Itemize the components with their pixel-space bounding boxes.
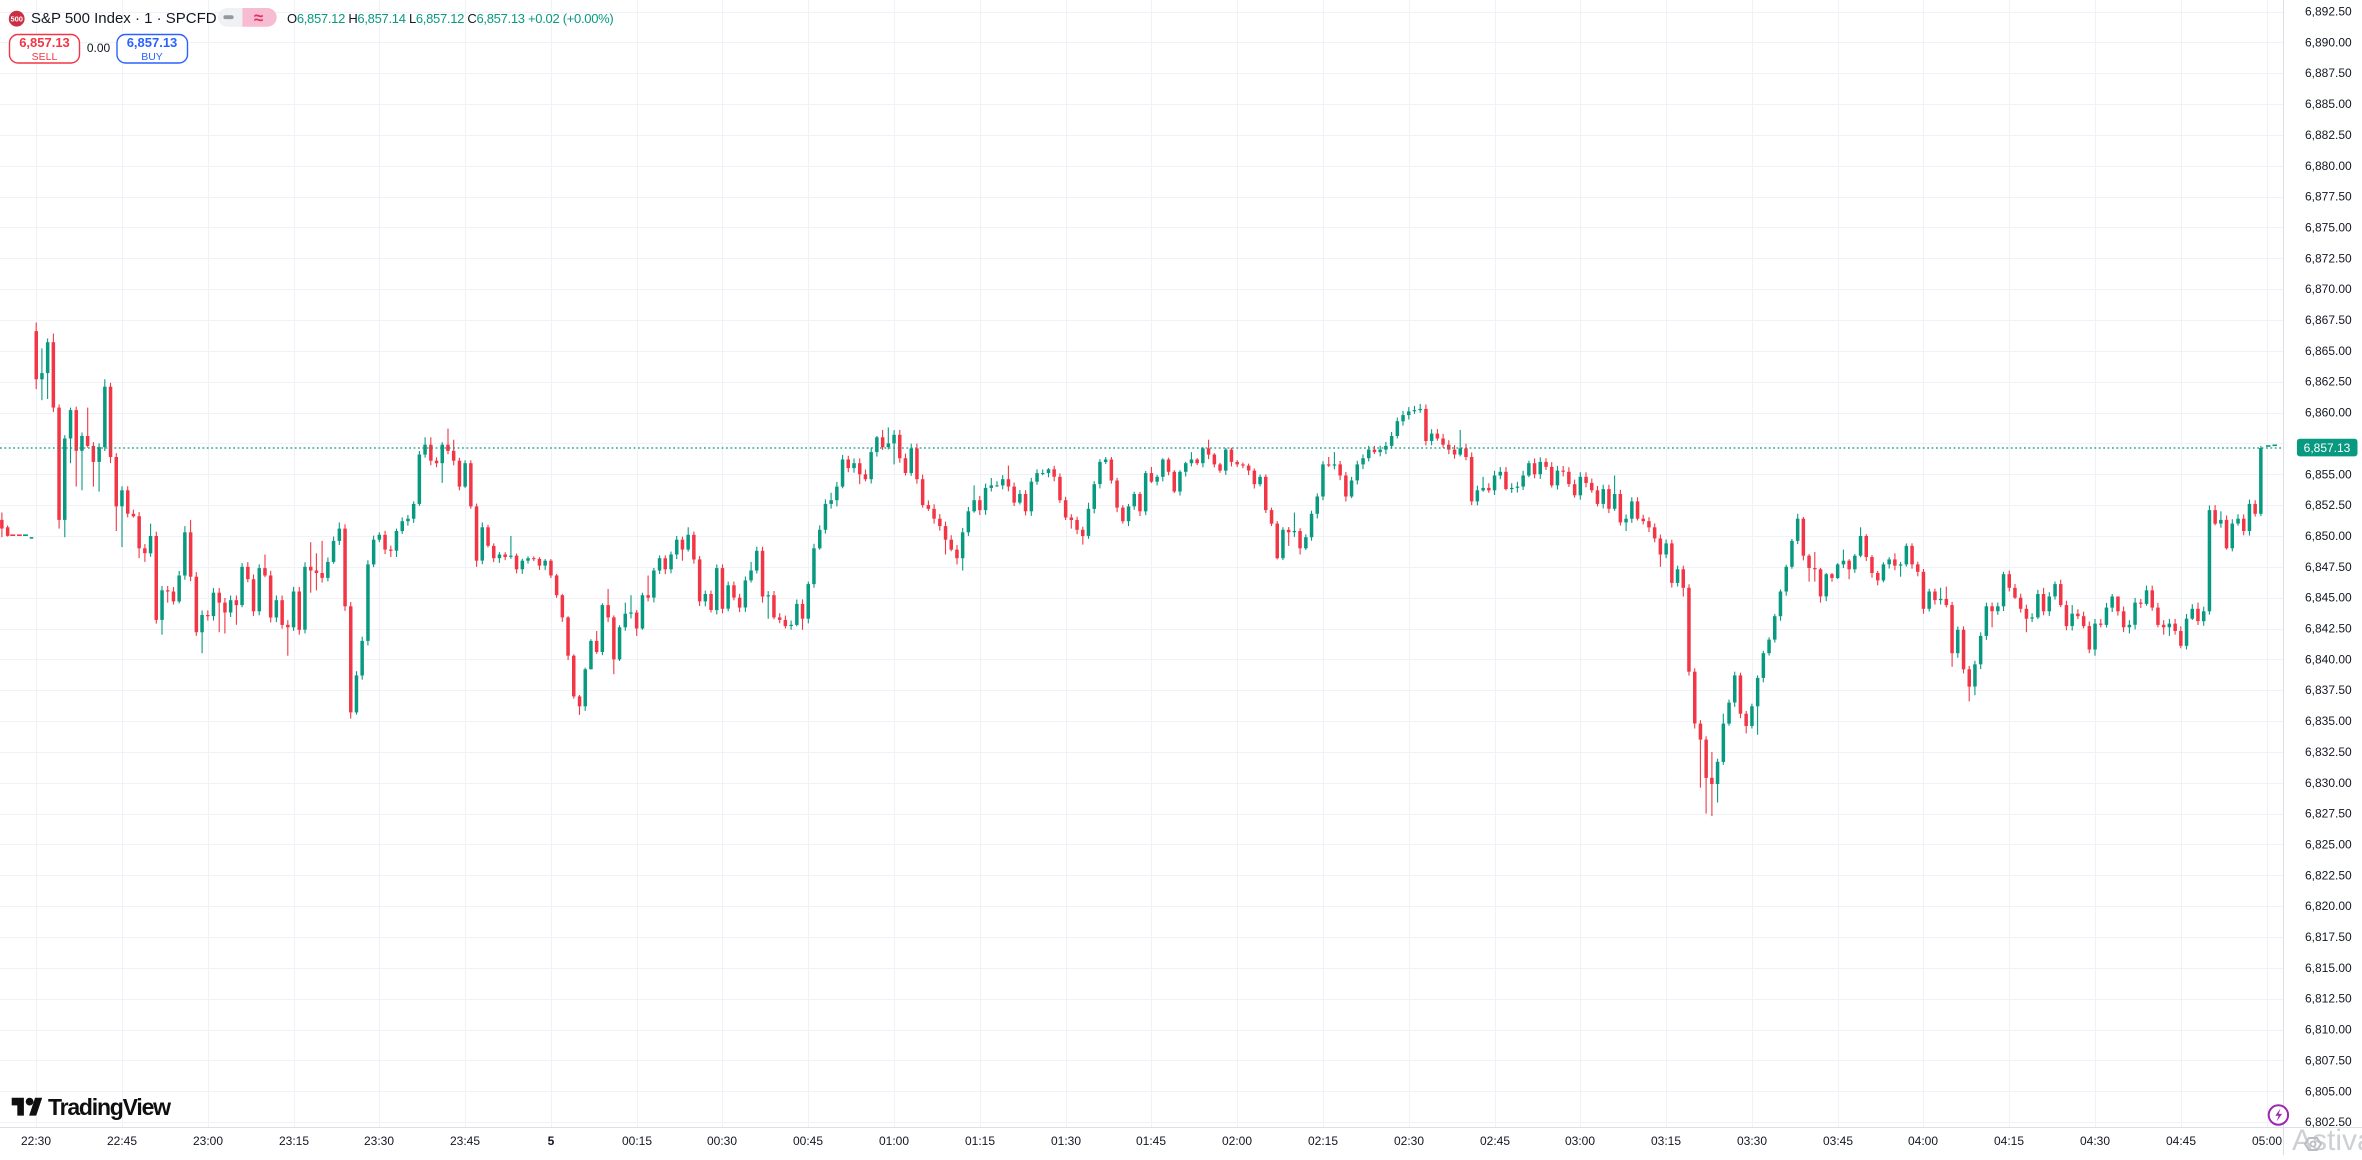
svg-text:6,805.00: 6,805.00 [2305, 1084, 2352, 1098]
svg-text:23:15: 23:15 [279, 1134, 309, 1148]
svg-text:6,837.50: 6,837.50 [2305, 683, 2352, 697]
svg-text:6,857.13: 6,857.13 [127, 35, 178, 50]
svg-text:23:45: 23:45 [450, 1134, 480, 1148]
svg-text:23:00: 23:00 [193, 1134, 223, 1148]
svg-text:22:30: 22:30 [21, 1134, 51, 1148]
svg-text:6,815.00: 6,815.00 [2305, 961, 2352, 975]
svg-text:500: 500 [10, 14, 23, 23]
svg-text:6,887.50: 6,887.50 [2305, 66, 2352, 80]
svg-text:6,835.00: 6,835.00 [2305, 714, 2352, 728]
svg-text:00:15: 00:15 [622, 1134, 652, 1148]
svg-text:6,842.50: 6,842.50 [2305, 622, 2352, 636]
svg-text:6,810.00: 6,810.00 [2305, 1023, 2352, 1037]
svg-text:6,870.00: 6,870.00 [2305, 282, 2352, 296]
svg-text:O6,857.12 H6,857.14 L6,857.12: O6,857.12 H6,857.14 L6,857.12 C6,857.13 … [287, 11, 613, 26]
svg-text:6,857.13: 6,857.13 [19, 35, 70, 50]
svg-text:01:00: 01:00 [879, 1134, 909, 1148]
svg-text:04:45: 04:45 [2166, 1134, 2196, 1148]
svg-text:03:30: 03:30 [1737, 1134, 1767, 1148]
svg-text:6,865.00: 6,865.00 [2305, 344, 2352, 358]
svg-text:6,867.50: 6,867.50 [2305, 313, 2352, 327]
svg-text:BUY: BUY [141, 51, 163, 63]
svg-text:Astiva: Astiva [2292, 1124, 2362, 1155]
svg-text:03:15: 03:15 [1651, 1134, 1681, 1148]
svg-text:01:45: 01:45 [1136, 1134, 1166, 1148]
svg-text:00:30: 00:30 [707, 1134, 737, 1148]
svg-text:22:45: 22:45 [107, 1134, 137, 1148]
svg-text:6,840.00: 6,840.00 [2305, 652, 2352, 666]
svg-text:6,892.50: 6,892.50 [2305, 5, 2352, 19]
svg-text:≈: ≈ [254, 9, 263, 28]
svg-text:01:15: 01:15 [965, 1134, 995, 1148]
svg-text:6,832.50: 6,832.50 [2305, 745, 2352, 759]
svg-text:6,882.50: 6,882.50 [2305, 128, 2352, 142]
svg-text:6,875.00: 6,875.00 [2305, 221, 2352, 235]
svg-text:03:45: 03:45 [1823, 1134, 1853, 1148]
svg-text:02:30: 02:30 [1394, 1134, 1424, 1148]
svg-text:6,850.00: 6,850.00 [2305, 529, 2352, 543]
svg-text:6,802.50: 6,802.50 [2305, 1115, 2352, 1129]
svg-text:6,857.13: 6,857.13 [2304, 441, 2351, 455]
svg-text:23:30: 23:30 [364, 1134, 394, 1148]
svg-text:6,847.50: 6,847.50 [2305, 560, 2352, 574]
svg-text:04:00: 04:00 [1908, 1134, 1938, 1148]
svg-text:TradingView: TradingView [48, 1094, 171, 1120]
svg-text:05:00: 05:00 [2252, 1134, 2282, 1148]
svg-text:6,860.00: 6,860.00 [2305, 406, 2352, 420]
svg-text:6,812.50: 6,812.50 [2305, 992, 2352, 1006]
svg-text:6,807.50: 6,807.50 [2305, 1053, 2352, 1067]
svg-text:6,830.00: 6,830.00 [2305, 776, 2352, 790]
svg-text:6,852.50: 6,852.50 [2305, 498, 2352, 512]
svg-text:02:00: 02:00 [1222, 1134, 1252, 1148]
svg-text:6,820.00: 6,820.00 [2305, 899, 2352, 913]
svg-text:6,890.00: 6,890.00 [2305, 35, 2352, 49]
svg-text:6,880.00: 6,880.00 [2305, 159, 2352, 173]
svg-text:04:30: 04:30 [2080, 1134, 2110, 1148]
svg-text:6,825.00: 6,825.00 [2305, 838, 2352, 852]
svg-text:6,862.50: 6,862.50 [2305, 375, 2352, 389]
svg-text:5: 5 [548, 1134, 555, 1148]
svg-text:6,855.00: 6,855.00 [2305, 467, 2352, 481]
svg-text:S&P 500 Index · 1 · SPCFD: S&P 500 Index · 1 · SPCFD [31, 10, 217, 27]
svg-text:6,817.50: 6,817.50 [2305, 930, 2352, 944]
svg-text:6,827.50: 6,827.50 [2305, 807, 2352, 821]
svg-text:00:45: 00:45 [793, 1134, 823, 1148]
svg-text:02:45: 02:45 [1480, 1134, 1510, 1148]
svg-text:02:15: 02:15 [1308, 1134, 1338, 1148]
svg-text:6,872.50: 6,872.50 [2305, 251, 2352, 265]
svg-text:6,845.00: 6,845.00 [2305, 591, 2352, 605]
svg-text:03:00: 03:00 [1565, 1134, 1595, 1148]
svg-text:04:15: 04:15 [1994, 1134, 2024, 1148]
svg-text:0.00: 0.00 [87, 41, 111, 55]
svg-text:SELL: SELL [32, 51, 58, 63]
svg-text:6,885.00: 6,885.00 [2305, 97, 2352, 111]
svg-text:6,822.50: 6,822.50 [2305, 868, 2352, 882]
svg-text:6,877.50: 6,877.50 [2305, 190, 2352, 204]
svg-text:01:30: 01:30 [1051, 1134, 1081, 1148]
